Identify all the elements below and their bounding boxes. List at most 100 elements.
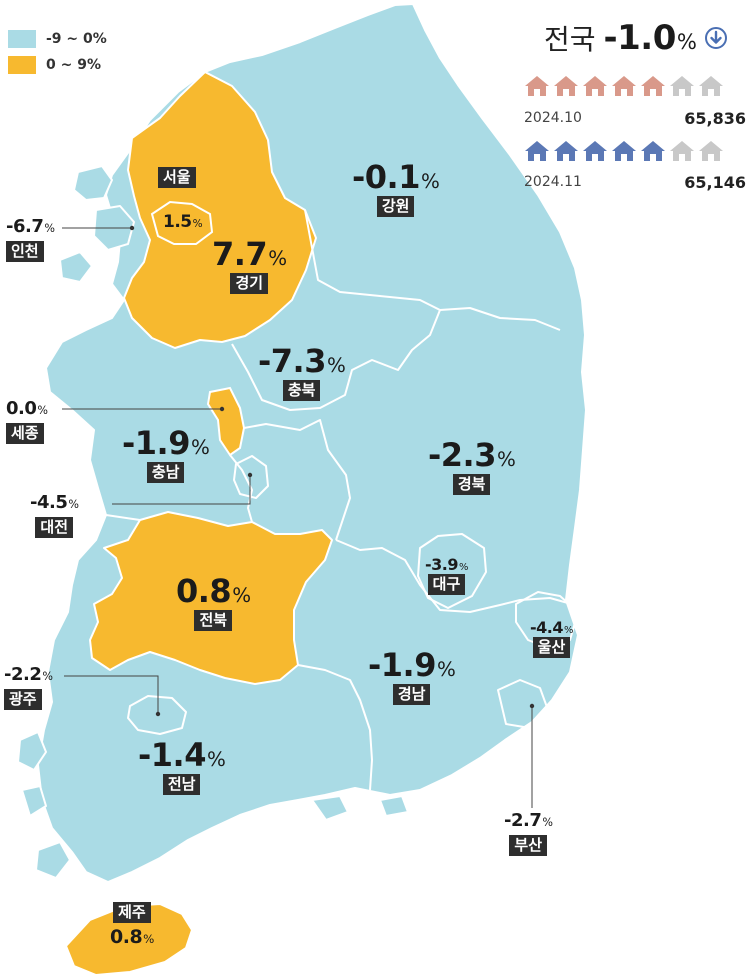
- legend-item-negative: -9 ~ 0%: [8, 30, 107, 48]
- gwangju-value: -2.2: [4, 664, 42, 685]
- daegu-value: -3.9: [425, 555, 458, 574]
- national-value-wrap: -1.0%: [604, 18, 697, 58]
- gyeongnam-value-wrap: -1.9%: [368, 646, 456, 684]
- jeonnam-name: 전남: [162, 774, 201, 796]
- region-gyeongbuk: -2.3% 경북: [428, 436, 516, 496]
- sejong-value-wrap: 0.0%: [6, 398, 48, 419]
- region-gyeonggi: 7.7% 경기: [212, 235, 287, 295]
- chungbuk-value-wrap: -7.3%: [258, 342, 346, 380]
- ulsan-name: 울산: [532, 637, 571, 659]
- region-jeonnam: -1.4% 전남: [138, 736, 226, 796]
- region-incheon: -6.7% 인천: [6, 216, 55, 263]
- house-icon: [524, 140, 550, 162]
- jeonbuk-unit: %: [232, 584, 251, 607]
- gyeonggi-value: 7.7: [212, 235, 268, 273]
- house-icon: [669, 75, 695, 97]
- chungnam-value-wrap: -1.9%: [122, 424, 210, 462]
- jeonbuk-shape: [89, 511, 333, 685]
- legend-label-positive: 0 ~ 9%: [46, 57, 101, 73]
- house-icon: [640, 75, 666, 97]
- ulsan-value-wrap: -4.4%: [530, 618, 573, 637]
- chungbuk-name: 충북: [282, 380, 321, 402]
- legend-item-positive: 0 ~ 9%: [8, 56, 101, 74]
- busan-unit: %: [542, 816, 553, 829]
- seoul-value-wrap: 1.5%: [163, 212, 203, 232]
- gwangju-value-wrap: -2.2%: [4, 664, 53, 685]
- house-icon: [524, 75, 550, 97]
- region-jeonbuk: 0.8% 전북: [176, 572, 251, 632]
- national-unit: %: [676, 29, 697, 54]
- jeonnam-value-wrap: -1.4%: [138, 736, 226, 774]
- house-icon: [582, 140, 608, 162]
- house-icon: [611, 75, 637, 97]
- gyeonggi-unit: %: [268, 247, 287, 270]
- national-summary: 전국 -1.0%: [544, 18, 728, 58]
- house-icon: [640, 140, 666, 162]
- sejong-unit: %: [37, 404, 48, 417]
- daejeon-leader: [112, 475, 251, 505]
- region-jeju: 제주 0.8%: [110, 902, 154, 948]
- sejong-value: 0.0: [6, 398, 37, 419]
- sejong-shape: [206, 386, 246, 457]
- house-icon: [611, 140, 637, 162]
- daegu-unit: %: [458, 562, 468, 573]
- gwangju-leader: [64, 675, 159, 714]
- gyeongnam-name: 경남: [392, 684, 431, 706]
- house-row-2024-10: [524, 75, 727, 101]
- count-2024-10: 65,836: [684, 109, 746, 128]
- region-gangwon: -0.1% 강원: [352, 158, 440, 218]
- house-icon: [553, 140, 579, 162]
- region-gyeongnam: -1.9% 경남: [368, 646, 456, 706]
- gyeongbuk-value-wrap: -2.3%: [428, 436, 516, 474]
- busan-value-wrap: -2.7%: [504, 810, 553, 831]
- busan-name: 부산: [509, 835, 548, 857]
- chungbuk-value: -7.3: [258, 342, 326, 380]
- daejeon-value-wrap: -4.5%: [30, 492, 79, 513]
- daegu-name: 대구: [427, 574, 466, 596]
- national-label: 전국: [544, 23, 596, 56]
- region-busan: -2.7% 부산: [504, 810, 553, 857]
- region-ulsan: -4.4% 울산: [530, 618, 573, 659]
- seoul-unit: %: [192, 218, 203, 230]
- region-sejong: 0.0% 세종: [6, 398, 48, 445]
- jeju-value: 0.8: [110, 926, 143, 949]
- region-daegu: -3.9% 대구: [425, 555, 468, 596]
- seoul-shape: [150, 200, 214, 245]
- daegu-value-wrap: -3.9%: [425, 555, 468, 574]
- gyeongbuk-value: -2.3: [428, 436, 496, 474]
- gyeonggi-name: 경기: [230, 273, 269, 295]
- region-daejeon: -4.5% 대전: [30, 492, 79, 539]
- gangwon-value-wrap: -0.1%: [352, 158, 440, 196]
- gyeongnam-unit: %: [436, 658, 456, 681]
- legend-swatch-positive: [8, 56, 36, 74]
- incheon-islands: [73, 165, 113, 201]
- seoul-value: 1.5: [163, 212, 192, 232]
- gwangju-name: 광주: [4, 689, 42, 711]
- region-seoul: 서울: [158, 167, 196, 189]
- seoul-name: 서울: [158, 167, 196, 189]
- jeju-value-wrap: 0.8%: [110, 926, 154, 948]
- chungnam-unit: %: [190, 436, 210, 459]
- national-value: -1.0: [603, 18, 677, 58]
- gangwon-value: -0.1: [352, 158, 420, 196]
- region-gwangju: -2.2% 광주: [4, 664, 53, 711]
- gyeongbuk-unit: %: [496, 448, 516, 471]
- jeonbuk-value-wrap: 0.8%: [176, 572, 251, 610]
- house-icon: [698, 140, 724, 162]
- jeju-unit: %: [143, 932, 154, 947]
- house-icon: [669, 140, 695, 162]
- legend-swatch-negative: [8, 30, 36, 48]
- ulsan-value: -4.4: [530, 618, 563, 637]
- house-icon: [698, 75, 724, 97]
- gyeonggi-value-wrap: 7.7%: [212, 235, 287, 273]
- gangwon-name: 강원: [376, 196, 415, 218]
- house-icon: [582, 75, 608, 97]
- house-icon: [553, 75, 579, 97]
- gyeongbuk-name: 경북: [452, 474, 491, 496]
- ulsan-unit: %: [563, 625, 573, 636]
- gwangju-unit: %: [42, 670, 53, 683]
- chungbuk-unit: %: [326, 354, 346, 377]
- gyeongnam-value: -1.9: [368, 646, 436, 684]
- date-2024-11: 2024.11: [524, 174, 582, 190]
